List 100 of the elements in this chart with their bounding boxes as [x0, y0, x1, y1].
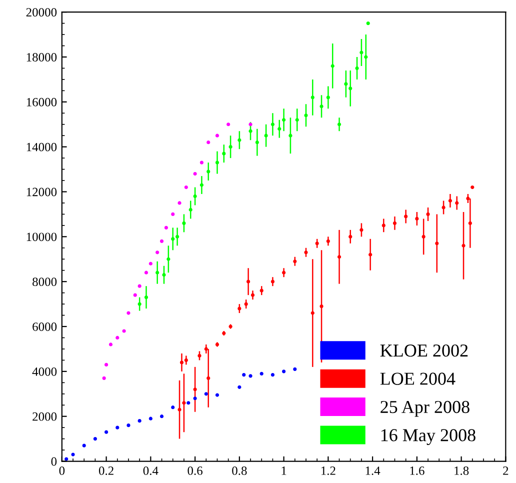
x-tick-label: 1.4 [366, 466, 380, 475]
point [215, 134, 220, 138]
legend-label: LOE 2004 [380, 372, 456, 385]
point [156, 250, 160, 254]
point [315, 242, 319, 246]
x-tick-label: 1.6 [410, 466, 424, 475]
point [222, 152, 226, 156]
y-tick-label: 20000 [26, 8, 57, 17]
point [133, 293, 137, 297]
point [104, 430, 108, 434]
point [264, 134, 268, 138]
point [238, 306, 242, 310]
point [126, 311, 130, 315]
point [244, 302, 248, 306]
y-tick-label: 12000 [26, 188, 57, 196]
point [260, 372, 264, 376]
point [180, 360, 184, 364]
point [171, 237, 175, 241]
point [310, 96, 314, 100]
point [144, 270, 148, 274]
y-tick-label: 2000 [32, 412, 57, 421]
point [468, 221, 472, 225]
y-tick-label: 0 [51, 457, 57, 466]
point [64, 457, 68, 461]
point [200, 183, 204, 187]
point [175, 234, 180, 238]
point [193, 396, 197, 400]
x-tick-label: 1 [282, 466, 286, 475]
point [320, 104, 324, 108]
point [326, 96, 330, 100]
point [248, 122, 252, 126]
point [215, 160, 220, 164]
x-tick-label: 0.4 [143, 466, 158, 475]
point [304, 114, 308, 118]
point [178, 408, 182, 412]
point [144, 296, 148, 300]
point [193, 172, 197, 176]
y-tick-label: 8000 [32, 278, 57, 286]
point [435, 242, 439, 246]
point [228, 145, 232, 149]
point [248, 129, 252, 133]
point [282, 270, 286, 274]
point [250, 293, 255, 297]
point [215, 393, 220, 397]
point [295, 118, 299, 122]
y-tick-label: 14000 [26, 142, 57, 152]
legend-label: 25 Apr 2008 [380, 400, 470, 417]
point [246, 280, 250, 284]
point [330, 64, 334, 68]
point [160, 414, 164, 418]
x-tick-label: 0.2 [98, 466, 114, 475]
point [415, 216, 419, 221]
point [178, 201, 182, 205]
x-tick-label: 0 [59, 466, 65, 475]
point [238, 385, 242, 389]
point [360, 228, 364, 232]
point [337, 255, 342, 259]
y-tick-label: 18000 [26, 53, 57, 62]
point [204, 347, 208, 351]
point [462, 244, 466, 248]
point [116, 426, 120, 430]
point [282, 370, 286, 374]
point [171, 406, 175, 410]
point [102, 376, 106, 380]
point [282, 118, 286, 122]
point [382, 224, 386, 228]
point [122, 329, 126, 333]
point [226, 122, 230, 126]
point [184, 185, 188, 190]
y-tick-label: 6000 [32, 322, 57, 331]
x-tick-label: 1.2 [321, 466, 336, 475]
point [355, 66, 359, 70]
point [82, 444, 86, 448]
point [171, 212, 175, 216]
point [186, 401, 190, 405]
point [206, 376, 210, 380]
point [344, 82, 348, 86]
point [270, 280, 275, 284]
point [260, 288, 264, 292]
point [182, 221, 186, 225]
point [422, 234, 426, 238]
point [138, 419, 142, 423]
point [304, 250, 308, 254]
point [448, 198, 452, 203]
x-tick-label: 0.8 [232, 466, 247, 475]
point [426, 212, 430, 216]
point [148, 416, 152, 420]
point [198, 354, 202, 358]
point [160, 239, 164, 243]
point [148, 262, 152, 266]
point [182, 401, 186, 405]
point [288, 134, 292, 138]
point [93, 437, 98, 441]
point [455, 201, 459, 205]
point [162, 273, 166, 277]
point [326, 239, 330, 243]
point [138, 284, 142, 288]
point [368, 252, 372, 256]
point [108, 342, 113, 346]
point [184, 358, 188, 362]
